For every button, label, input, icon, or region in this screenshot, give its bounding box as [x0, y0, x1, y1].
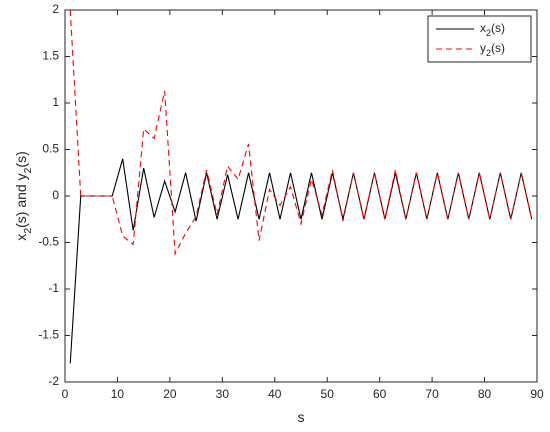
x-tick-label: 20 — [163, 387, 177, 401]
legend-label: x2(s) — [480, 21, 505, 38]
series-line — [69, 10, 533, 256]
x-tick-label: 90 — [530, 387, 544, 401]
y-tick-label: 0 — [52, 188, 59, 202]
plot-area — [65, 10, 537, 382]
x-tick-label: 40 — [268, 387, 282, 401]
y-tick-label: 1.5 — [42, 49, 59, 63]
x-tick-label: 80 — [478, 387, 492, 401]
y-tick-label: 1 — [52, 95, 59, 109]
x-tick-label: 0 — [62, 387, 69, 401]
x-tick-label: 70 — [425, 387, 439, 401]
legend-label: y2(s) — [480, 41, 505, 58]
y-tick-label: 2 — [52, 2, 59, 16]
y-tick-label: -0.5 — [38, 235, 59, 249]
axes-box — [64, 9, 538, 383]
y-tick-label: -1 — [48, 281, 59, 295]
y-tick-label: -2 — [48, 374, 59, 388]
y-axis-label: x2(s) and y2(s) — [13, 151, 34, 240]
x-tick-label: 60 — [373, 387, 387, 401]
x-tick-label: 50 — [321, 387, 335, 401]
y-tick-label: -1.5 — [38, 328, 59, 342]
y-tick-label: 0.5 — [42, 142, 59, 156]
series-line — [69, 158, 533, 364]
x-axis-label: s — [298, 409, 305, 425]
x-tick-label: 30 — [216, 387, 230, 401]
legend-box — [427, 15, 532, 63]
x-tick-label: 10 — [111, 387, 125, 401]
